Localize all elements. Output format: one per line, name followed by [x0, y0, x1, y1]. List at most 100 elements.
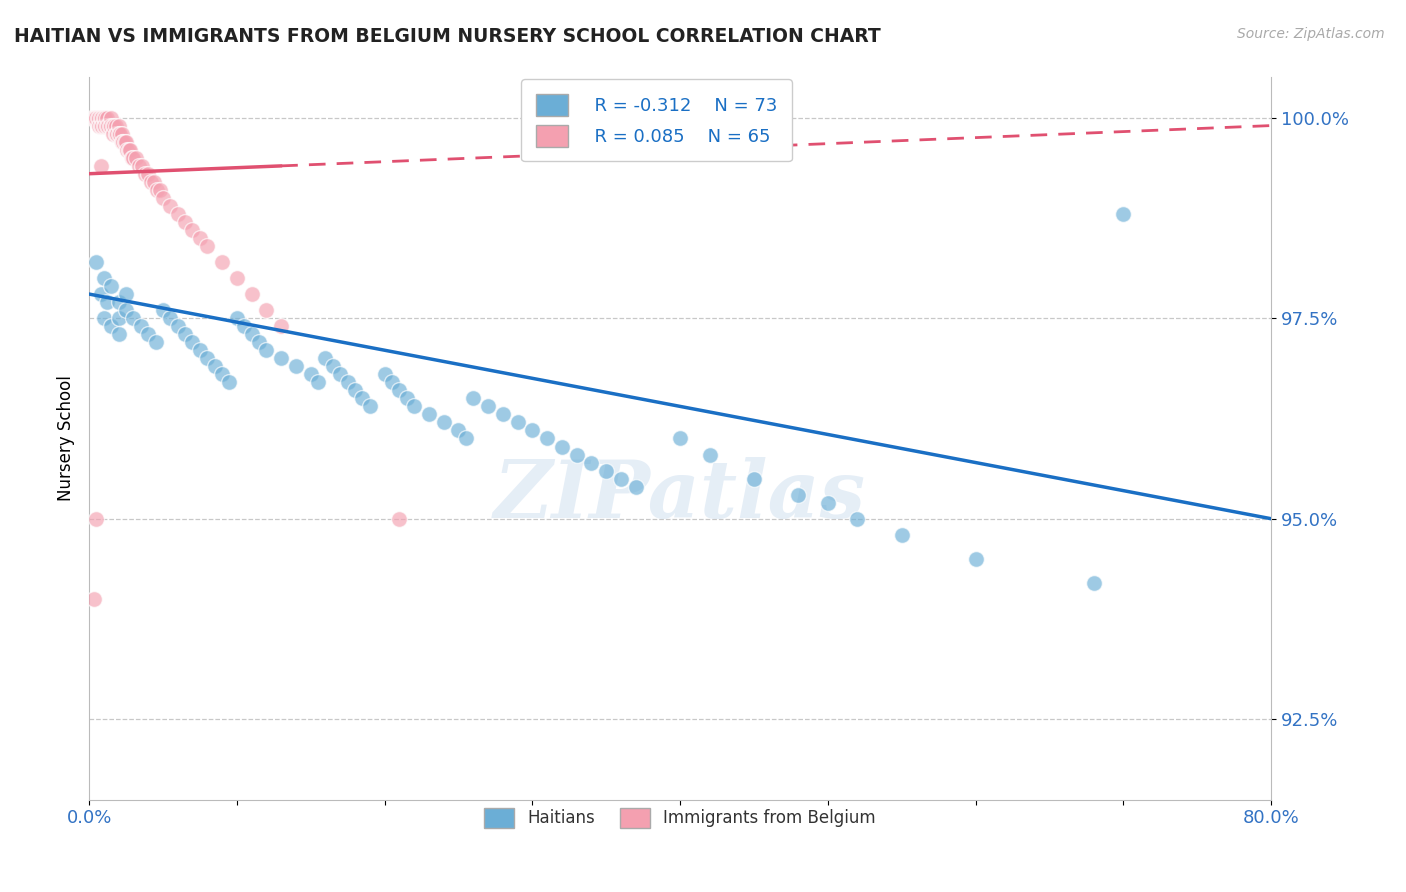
Point — [89, 111, 111, 125]
Point — [97, 119, 120, 133]
Point — [352, 392, 374, 406]
Point — [87, 111, 110, 125]
Point — [110, 135, 132, 149]
Y-axis label: Nursery School: Nursery School — [58, 376, 75, 501]
Point — [344, 384, 367, 398]
Point — [104, 119, 127, 133]
Point — [195, 351, 218, 366]
Point — [477, 400, 499, 414]
Point — [149, 183, 172, 197]
Point — [270, 351, 292, 366]
Point — [322, 359, 344, 374]
Point — [359, 400, 381, 414]
Point — [120, 143, 142, 157]
Point — [100, 119, 122, 133]
Point — [90, 111, 112, 125]
Point — [492, 408, 515, 422]
Point — [104, 127, 127, 141]
Point — [284, 359, 307, 374]
Point — [404, 400, 426, 414]
Point — [225, 311, 247, 326]
Point — [374, 368, 396, 382]
Point — [211, 368, 233, 382]
Point — [115, 135, 138, 149]
Point — [93, 111, 115, 125]
Point — [388, 384, 411, 398]
Point — [93, 311, 115, 326]
Point — [463, 392, 485, 406]
Point — [152, 191, 174, 205]
Point — [107, 127, 129, 141]
Text: ZIPatlas: ZIPatlas — [494, 458, 866, 535]
Point — [329, 368, 352, 382]
Point — [114, 135, 136, 149]
Point — [115, 303, 138, 318]
Point — [98, 119, 121, 133]
Point — [152, 303, 174, 318]
Point — [846, 512, 869, 526]
Point — [134, 167, 156, 181]
Text: Source: ZipAtlas.com: Source: ZipAtlas.com — [1237, 27, 1385, 41]
Point — [90, 287, 112, 301]
Point — [166, 319, 188, 334]
Point — [90, 159, 112, 173]
Point — [91, 111, 114, 125]
Point — [86, 512, 108, 526]
Point — [174, 327, 197, 342]
Point — [336, 376, 359, 390]
Point — [307, 376, 329, 390]
Point — [118, 143, 141, 157]
Point — [247, 335, 270, 350]
Point — [83, 591, 105, 606]
Point — [103, 119, 125, 133]
Point — [204, 359, 226, 374]
Point — [136, 327, 159, 342]
Point — [669, 432, 692, 446]
Point — [388, 512, 411, 526]
Point — [551, 440, 574, 454]
Point — [418, 408, 440, 422]
Point — [121, 151, 143, 165]
Point — [188, 343, 211, 358]
Point — [100, 279, 122, 293]
Point — [181, 223, 204, 237]
Point — [86, 111, 108, 125]
Point — [159, 311, 181, 326]
Point — [94, 111, 117, 125]
Point — [80, 111, 103, 125]
Point — [96, 295, 118, 310]
Point — [143, 175, 166, 189]
Point — [624, 480, 647, 494]
Point — [129, 319, 152, 334]
Point — [108, 127, 131, 141]
Point — [965, 551, 987, 566]
Point — [581, 456, 603, 470]
Point — [240, 327, 263, 342]
Point — [101, 127, 124, 141]
Point — [107, 119, 129, 133]
Point — [787, 488, 810, 502]
Point — [381, 376, 404, 390]
Point — [299, 368, 322, 382]
Point — [225, 271, 247, 285]
Point — [1083, 575, 1105, 590]
Point — [146, 183, 169, 197]
Point — [233, 319, 256, 334]
Point — [107, 295, 129, 310]
Point — [115, 287, 138, 301]
Point — [522, 424, 544, 438]
Point — [817, 496, 839, 510]
Point — [433, 416, 456, 430]
Point — [96, 119, 118, 133]
Point — [125, 151, 148, 165]
Point — [254, 303, 277, 318]
Point — [565, 448, 588, 462]
Point — [506, 416, 529, 430]
Point — [105, 127, 128, 141]
Point — [454, 432, 477, 446]
Point — [91, 119, 114, 133]
Point — [122, 311, 145, 326]
Point — [93, 271, 115, 285]
Point — [395, 392, 418, 406]
Point — [100, 111, 122, 125]
